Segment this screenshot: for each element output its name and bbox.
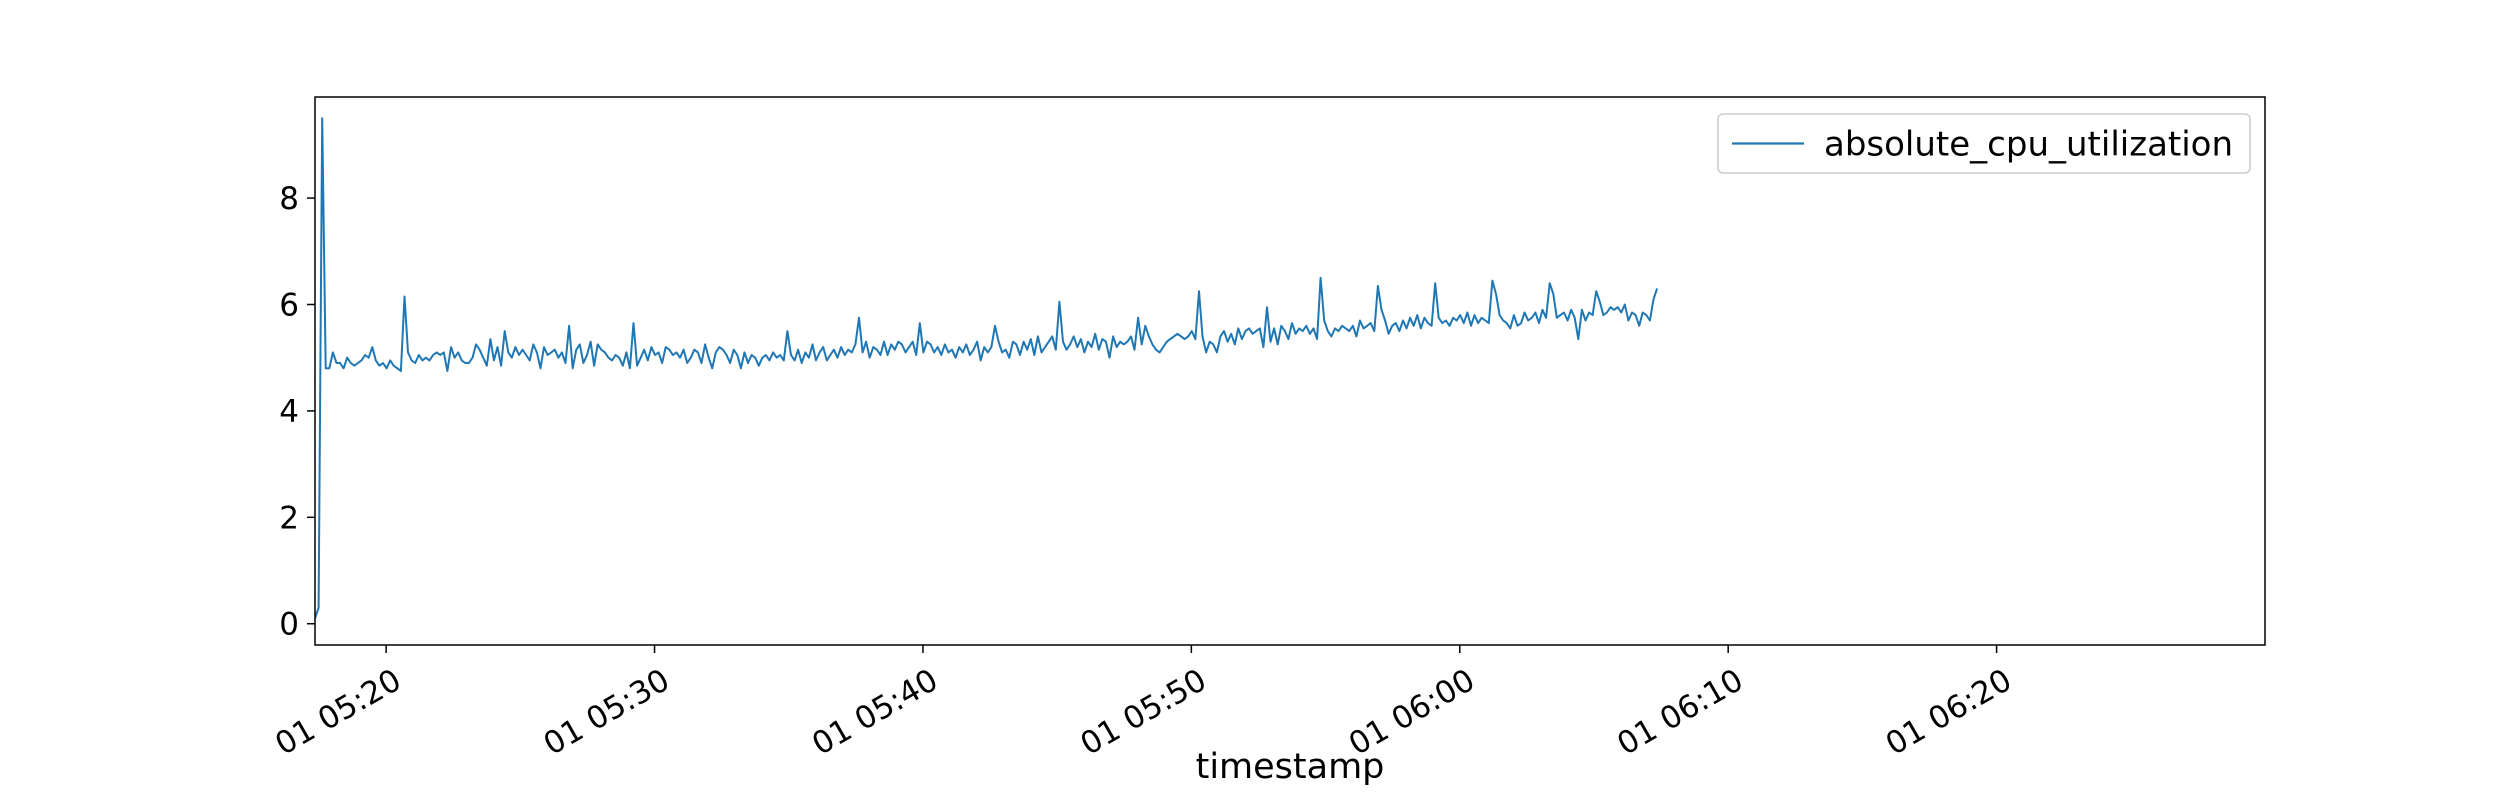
- legend-box: [1717, 113, 2251, 174]
- x-tick-label: 01 06:10: [1611, 662, 1749, 762]
- x-tick-label: 01 05:20: [269, 662, 407, 762]
- y-tick-label: 4: [279, 394, 299, 430]
- plot-frame: [314, 96, 2266, 646]
- legend-entry-label: absolute_cpu_utilization: [1824, 125, 2233, 165]
- x-tick-label: 01 05:50: [1074, 662, 1212, 762]
- legend: absolute_cpu_utilization: [1717, 113, 2251, 174]
- x-axis: 01 05:20 01 05:30 01 05:40 01 05:50 01 06:00…: [269, 645, 2018, 763]
- x-tick-label: 01 06:20: [1880, 662, 2018, 762]
- y-tick-label: 8: [279, 181, 299, 217]
- y-tick-label: 0: [279, 607, 299, 643]
- x-axis-label: timestamp: [1196, 747, 1385, 787]
- y-axis: 0 2 4 6 8: [279, 181, 315, 643]
- x-tick-label: 01 05:30: [538, 662, 676, 762]
- plot-area: [315, 117, 1659, 619]
- series-line-absolute-cpu-utilization: [315, 117, 1659, 619]
- x-tick-label: 01 05:40: [806, 662, 944, 762]
- y-tick-label: 2: [279, 500, 299, 536]
- y-tick-label: 6: [279, 287, 299, 323]
